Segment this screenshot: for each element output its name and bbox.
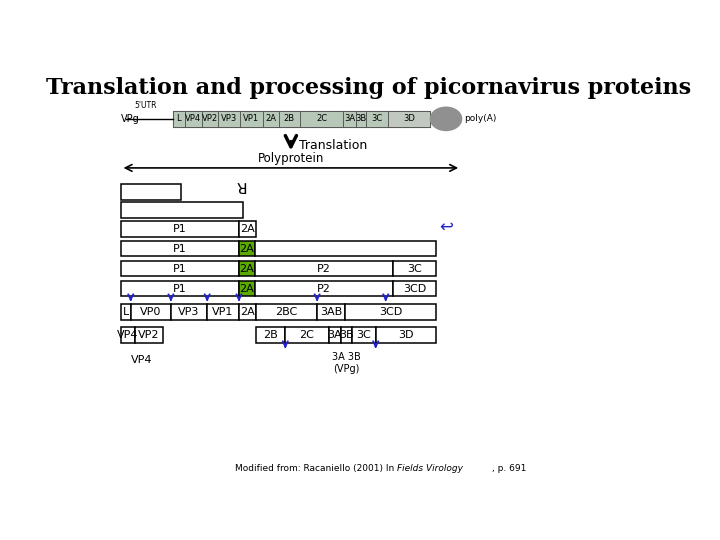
Bar: [376, 327, 436, 343]
Bar: [121, 241, 239, 256]
Bar: [240, 111, 263, 127]
Bar: [279, 111, 300, 127]
Bar: [317, 305, 345, 320]
Text: 3AB: 3AB: [320, 307, 342, 317]
Bar: [341, 327, 352, 343]
Bar: [171, 305, 207, 320]
Bar: [300, 111, 343, 127]
Text: 2B: 2B: [284, 114, 294, 123]
Text: 2A: 2A: [240, 264, 254, 274]
Text: 3A 3B
(VPg): 3A 3B (VPg): [333, 352, 361, 374]
Text: 2B: 2B: [263, 330, 278, 340]
Text: VP2: VP2: [202, 114, 218, 123]
Bar: [202, 111, 218, 127]
Bar: [256, 327, 285, 343]
Text: L: L: [122, 307, 129, 317]
Text: Fields Virology: Fields Virology: [397, 464, 463, 473]
Text: 5'UTR: 5'UTR: [135, 100, 157, 110]
Text: 2A: 2A: [240, 307, 255, 317]
Text: 3D: 3D: [403, 114, 415, 123]
Text: P1: P1: [173, 244, 186, 254]
Circle shape: [431, 107, 462, 131]
Text: 2A: 2A: [265, 114, 276, 123]
Text: 3D: 3D: [398, 330, 413, 340]
Text: 2C: 2C: [316, 114, 327, 123]
Text: VPg: VPg: [121, 114, 140, 124]
Bar: [239, 305, 256, 320]
Bar: [393, 281, 436, 296]
Bar: [207, 305, 239, 320]
Bar: [121, 281, 239, 296]
Bar: [135, 327, 163, 343]
Text: Modified from: Racaniello (2001) In: Modified from: Racaniello (2001) In: [235, 464, 397, 473]
Text: 3B: 3B: [355, 114, 366, 123]
Bar: [352, 327, 376, 343]
Bar: [173, 111, 185, 127]
Text: VP1: VP1: [243, 114, 259, 123]
Text: 3B: 3B: [339, 330, 354, 340]
Text: , p. 691: , p. 691: [492, 464, 526, 473]
Bar: [185, 111, 202, 127]
Text: Polyprotein: Polyprotein: [258, 152, 324, 165]
Bar: [239, 221, 256, 237]
Text: VP2: VP2: [138, 330, 159, 340]
Bar: [356, 111, 366, 127]
Text: P1: P1: [173, 224, 186, 234]
Bar: [343, 111, 356, 127]
Bar: [121, 261, 239, 276]
Bar: [345, 305, 436, 320]
Text: 3CD: 3CD: [379, 307, 402, 317]
Bar: [121, 221, 239, 237]
Bar: [173, 111, 430, 127]
Bar: [239, 241, 255, 256]
Text: 2A: 2A: [240, 244, 254, 254]
Text: P1: P1: [173, 284, 186, 294]
Text: 2A: 2A: [240, 224, 255, 234]
Bar: [218, 111, 240, 127]
Text: L: L: [176, 114, 181, 123]
Bar: [329, 327, 341, 343]
Text: 3CD: 3CD: [403, 284, 426, 294]
Bar: [285, 327, 329, 343]
Bar: [121, 202, 243, 218]
Text: VP1: VP1: [212, 307, 234, 317]
Text: ꓤ: ꓤ: [236, 183, 247, 198]
Text: 2C: 2C: [300, 330, 315, 340]
Bar: [121, 327, 135, 343]
Text: 3C: 3C: [407, 264, 422, 274]
Text: VP4: VP4: [117, 330, 138, 340]
Text: Translation and processing of picornavirus proteins: Translation and processing of picornavir…: [46, 77, 692, 99]
Text: VP4: VP4: [131, 355, 153, 365]
Bar: [255, 261, 393, 276]
Text: 2BC: 2BC: [275, 307, 297, 317]
Bar: [256, 305, 317, 320]
Text: ↩: ↩: [439, 218, 453, 235]
Text: VP4: VP4: [185, 114, 202, 123]
Text: VP0: VP0: [140, 307, 161, 317]
Bar: [263, 111, 279, 127]
Text: poly(A): poly(A): [464, 114, 496, 123]
Text: 3C: 3C: [372, 114, 382, 123]
Text: P2: P2: [317, 284, 330, 294]
Bar: [131, 305, 171, 320]
Bar: [255, 281, 393, 296]
Text: 3C: 3C: [356, 330, 372, 340]
Bar: [255, 241, 436, 256]
Text: P2: P2: [317, 264, 330, 274]
Text: VP3: VP3: [179, 307, 199, 317]
Bar: [121, 305, 131, 320]
Text: 3A: 3A: [344, 114, 355, 123]
Bar: [239, 261, 255, 276]
Bar: [239, 281, 255, 296]
Bar: [366, 111, 388, 127]
Bar: [388, 111, 430, 127]
Text: P1: P1: [173, 264, 186, 274]
Text: Translation: Translation: [300, 139, 367, 152]
Bar: [393, 261, 436, 276]
Text: VP3: VP3: [221, 114, 237, 123]
Text: 2A: 2A: [240, 284, 254, 294]
Bar: [121, 184, 181, 199]
Text: 3A: 3A: [328, 330, 342, 340]
